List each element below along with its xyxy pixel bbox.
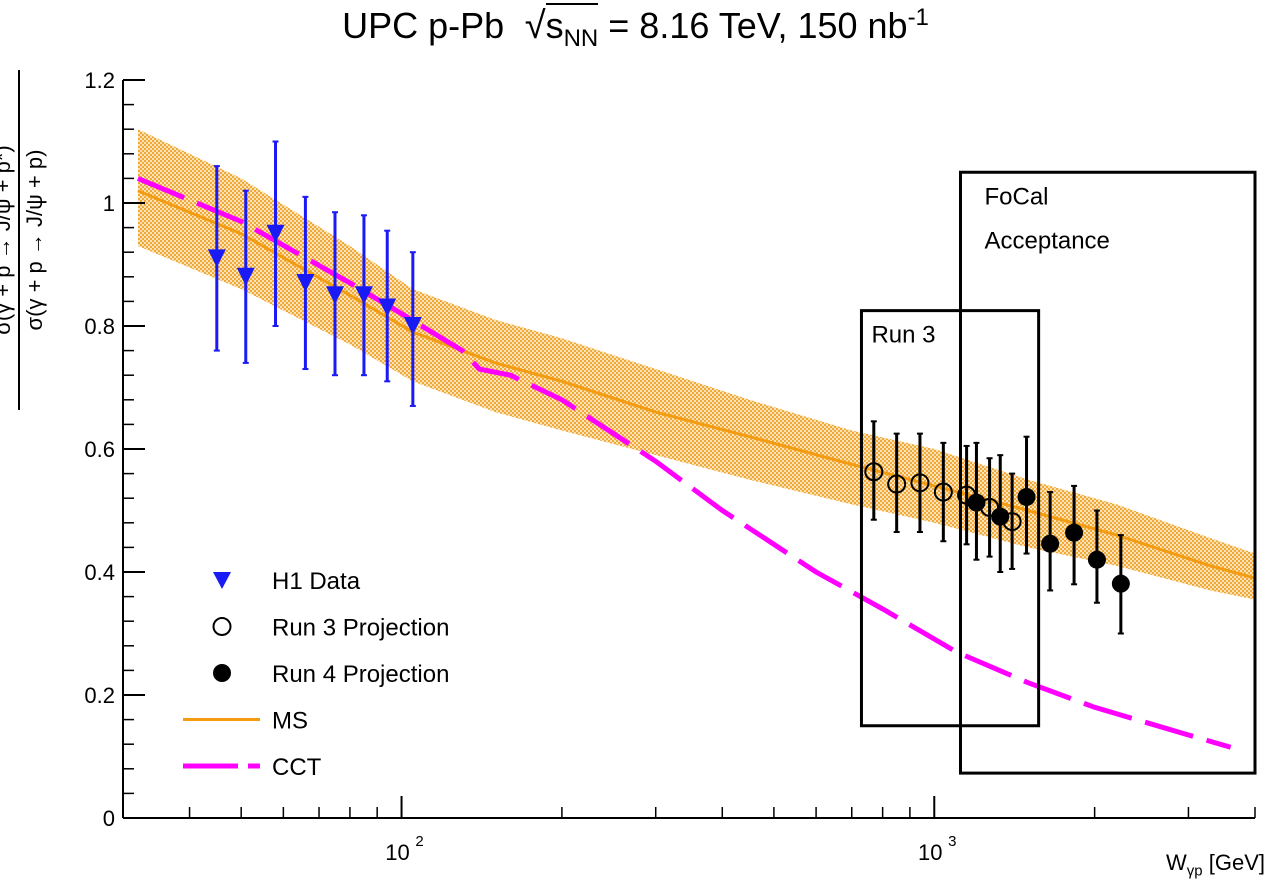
h1-data-point: [236, 267, 255, 286]
h1-data-point: [354, 286, 373, 305]
legend-label: CCT: [272, 754, 322, 781]
h1-data-point: [403, 317, 422, 335]
run4-point: [1017, 487, 1036, 506]
x-axis-label: Wγp [GeV]: [1166, 850, 1265, 879]
legend-h1-marker: [213, 572, 231, 589]
focal-box: [958, 170, 1257, 775]
run3-point: [910, 473, 930, 493]
h1-data-point: [325, 286, 344, 305]
x-tick-label: 10: [385, 840, 409, 865]
y-tick-label: 1.2: [84, 68, 115, 93]
run4-point: [1111, 574, 1130, 593]
run4-point: [991, 507, 1010, 526]
x-tick-exponent: 3: [948, 833, 956, 850]
x-label-sub: γp: [1186, 862, 1203, 880]
run4-point: [1065, 523, 1084, 542]
legend-label: H1 Data: [272, 568, 361, 595]
run3-point: [933, 482, 953, 502]
legend: H1 Data Run 3 Projection Run 4 Projection M…: [183, 568, 449, 781]
legend-run4-marker: [213, 664, 231, 682]
h1-data-point: [296, 273, 315, 292]
title-sqrt-sub: NN: [563, 25, 599, 53]
y-tick-label: 0.4: [84, 560, 115, 585]
y-tick-label: 1: [103, 191, 115, 216]
run3-point: [864, 462, 884, 482]
ms-line: [137, 189, 1256, 580]
acceptance-boxes: Run 3 FoCal Acceptance: [859, 170, 1257, 775]
y-tick-label: 0.2: [84, 683, 115, 708]
legend-label: Run 4 Projection: [272, 661, 449, 688]
data-points: [207, 140, 1130, 635]
run3-box-label: Run 3: [871, 322, 935, 349]
legend-label: MS: [272, 708, 308, 735]
run3-box: [859, 309, 1041, 728]
focal-box-label: Acceptance: [984, 227, 1109, 254]
run3-point: [887, 474, 907, 494]
axes: 0 0.2 0.4 0.6 0.8 1 1.2 10 2 10 3: [84, 68, 1256, 865]
x-tick-label: 10: [918, 840, 942, 865]
x-tick-exponent: 2: [415, 833, 423, 850]
run4-point: [1087, 550, 1106, 569]
run4-point: [1041, 534, 1060, 553]
x-label-unit: [GeV]: [1208, 850, 1265, 875]
focal-box-label: FoCal: [984, 183, 1048, 210]
y-tick-label: 0: [103, 806, 115, 831]
chart-title: UPC p-Pb √sNN = 8.16 TeV, 150 nb-1: [0, 3, 1271, 53]
h1-data-point: [266, 224, 285, 243]
title-main: UPC p-Pb: [342, 5, 505, 46]
title-sqrt-arg: sNN: [545, 3, 599, 53]
title-energy: = 8.16 TeV, 150 nb: [608, 5, 908, 46]
sqrt-symbol: √: [514, 5, 546, 47]
h1-data-point: [207, 249, 226, 268]
run4-point: [967, 493, 986, 512]
legend-label: Run 3 Projection: [272, 615, 449, 642]
h1-data-point: [378, 298, 397, 317]
legend-run3-marker: [212, 617, 232, 636]
x-label-main: W: [1166, 850, 1187, 875]
y-tick-label: 0.6: [84, 437, 115, 462]
title-lumi-exp: -1: [907, 4, 929, 31]
y-tick-label: 0.8: [84, 314, 115, 339]
